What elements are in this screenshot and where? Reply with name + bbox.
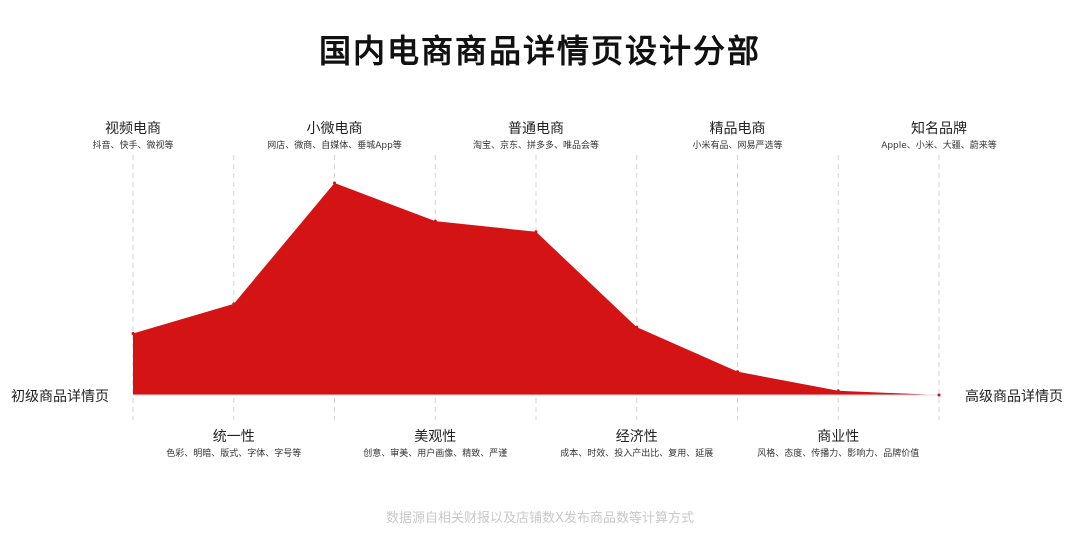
bottom-category-desc: 色彩、明暗、版式、字体、字号等	[166, 447, 301, 459]
x-start-label: 初级商品详情页	[11, 388, 109, 405]
bottom-category-name: 经济性	[616, 429, 658, 445]
top-category-desc: 抖音、快手、微视等	[92, 139, 173, 151]
x-end-label: 高级商品详情页	[965, 388, 1063, 405]
data-point	[937, 393, 941, 397]
source-note: 数据源自相关财报以及店铺数X发布商品数等计算方式	[386, 510, 694, 526]
top-category-name: 知名品牌	[911, 120, 967, 137]
top-category-desc: 小米有品、网易严选等	[692, 139, 782, 151]
bottom-category-name: 商业性	[817, 429, 859, 445]
top-category-desc: 网店、微商、自媒体、垂城App等	[267, 139, 402, 151]
data-point	[433, 219, 437, 223]
top-category-desc: 淘宝、京东、拼多多、唯品会等	[473, 139, 599, 151]
data-point	[635, 325, 639, 329]
bottom-category-desc: 风格、态度、传播力、影响力、品牌价值	[757, 447, 919, 459]
data-points	[131, 181, 941, 397]
top-category-name: 小微电商	[307, 121, 363, 137]
top-category-desc: Apple、小米、大疆、蔚来等	[881, 139, 997, 151]
data-point	[131, 332, 135, 336]
data-point	[232, 302, 236, 306]
data-point	[534, 230, 538, 234]
top-category-name: 普通电商	[508, 121, 564, 137]
bottom-category-desc: 成本、时效、投入产出比、复用、延展	[560, 447, 713, 459]
bottom-category-name: 统一性	[213, 429, 255, 445]
data-point	[333, 181, 336, 185]
area-series	[133, 183, 939, 395]
top-category-name: 视频电商	[105, 121, 161, 137]
data-point	[736, 370, 739, 374]
data-point	[836, 389, 840, 393]
bottom-category-name: 美观性	[414, 429, 456, 445]
top-category-name: 精品电商	[710, 121, 766, 137]
chart-title: 国内电商商品详情页设计分部	[319, 32, 761, 70]
bottom-category-desc: 创意、审美、用户画像、精致、严谨	[363, 447, 507, 459]
